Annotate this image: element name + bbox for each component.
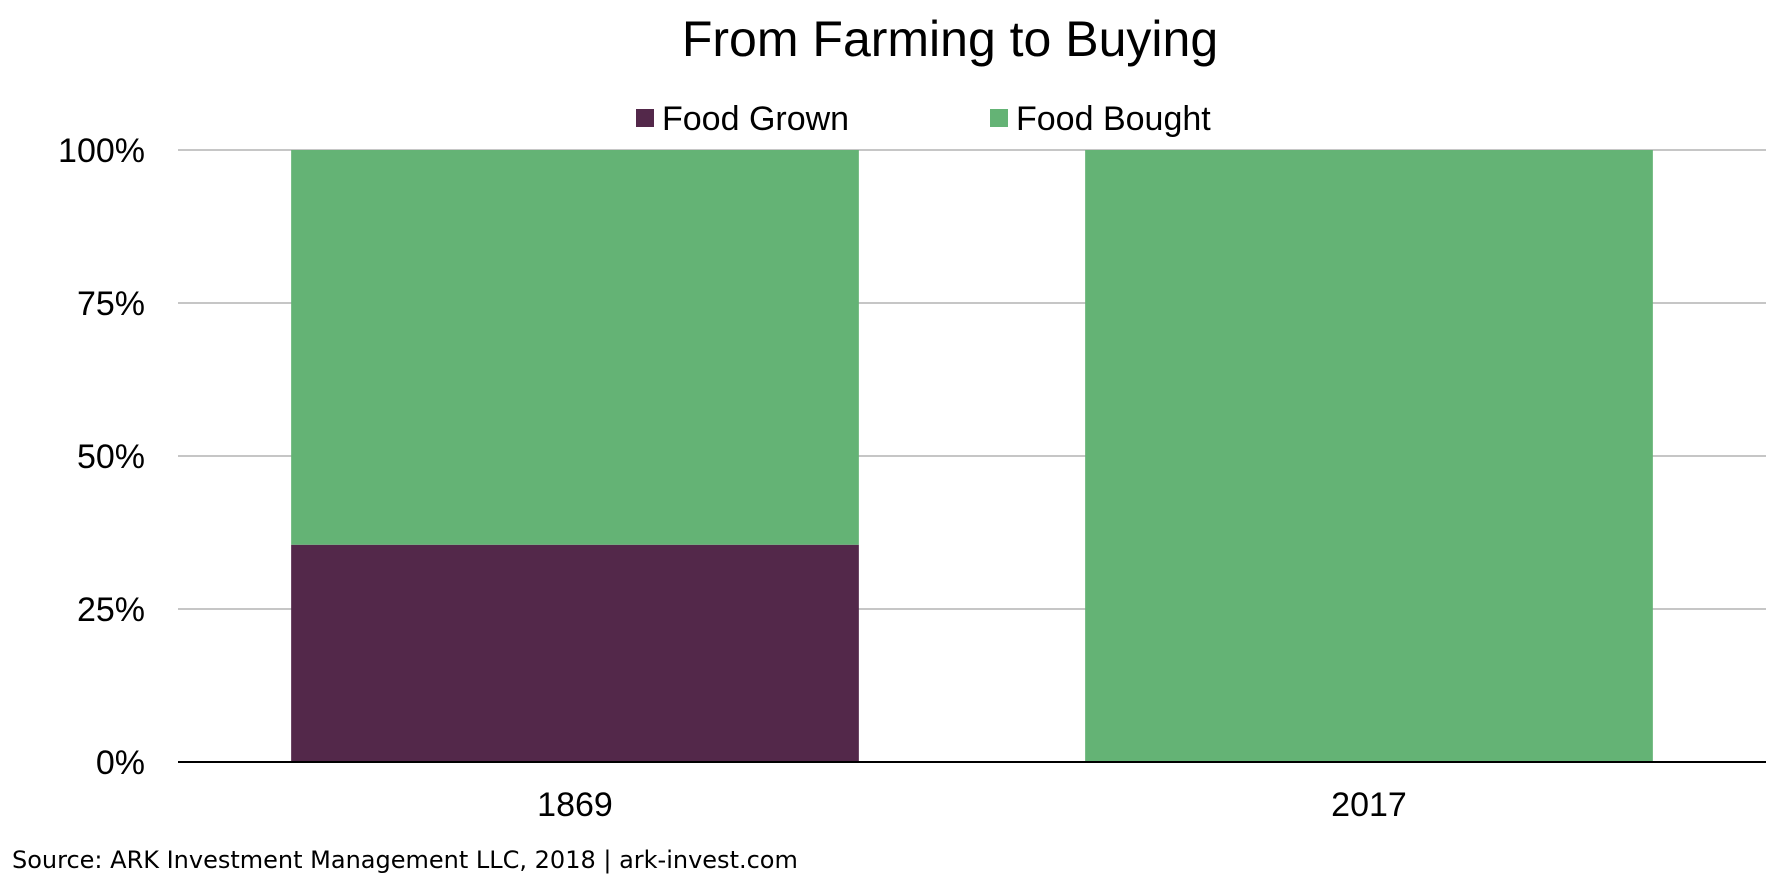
x-tick-label: 2017 [1331, 786, 1407, 824]
legend-label: Food Grown [662, 100, 849, 138]
legend-item-food-grown: Food Grown [636, 100, 849, 138]
y-tick-label: 100% [58, 132, 145, 170]
y-tick-label: 50% [77, 438, 145, 476]
bar-food-bought-2017 [1085, 150, 1653, 762]
legend-swatch [636, 109, 654, 127]
bar-food-grown-1869 [291, 544, 859, 762]
legend-swatch [990, 109, 1008, 127]
legend: Food Grown Food Bought [636, 100, 1211, 138]
x-tick-label: 1869 [537, 786, 613, 824]
source-note: Source: ARK Investment Management LLC, 2… [12, 846, 798, 874]
y-tick-label: 0% [96, 744, 145, 782]
y-tick-label: 25% [77, 591, 145, 629]
legend-item-food-bought: Food Bought [990, 100, 1211, 138]
x-axis-labels: 1869 2017 [537, 786, 1407, 824]
legend-label: Food Bought [1016, 100, 1211, 138]
chart-title: From Farming to Buying [682, 11, 1218, 67]
bar-food-bought-1869 [291, 150, 859, 545]
y-axis-labels: 0% 25% 50% 75% 100% [58, 132, 145, 782]
y-tick-label: 75% [77, 285, 145, 323]
bars [291, 150, 1653, 762]
